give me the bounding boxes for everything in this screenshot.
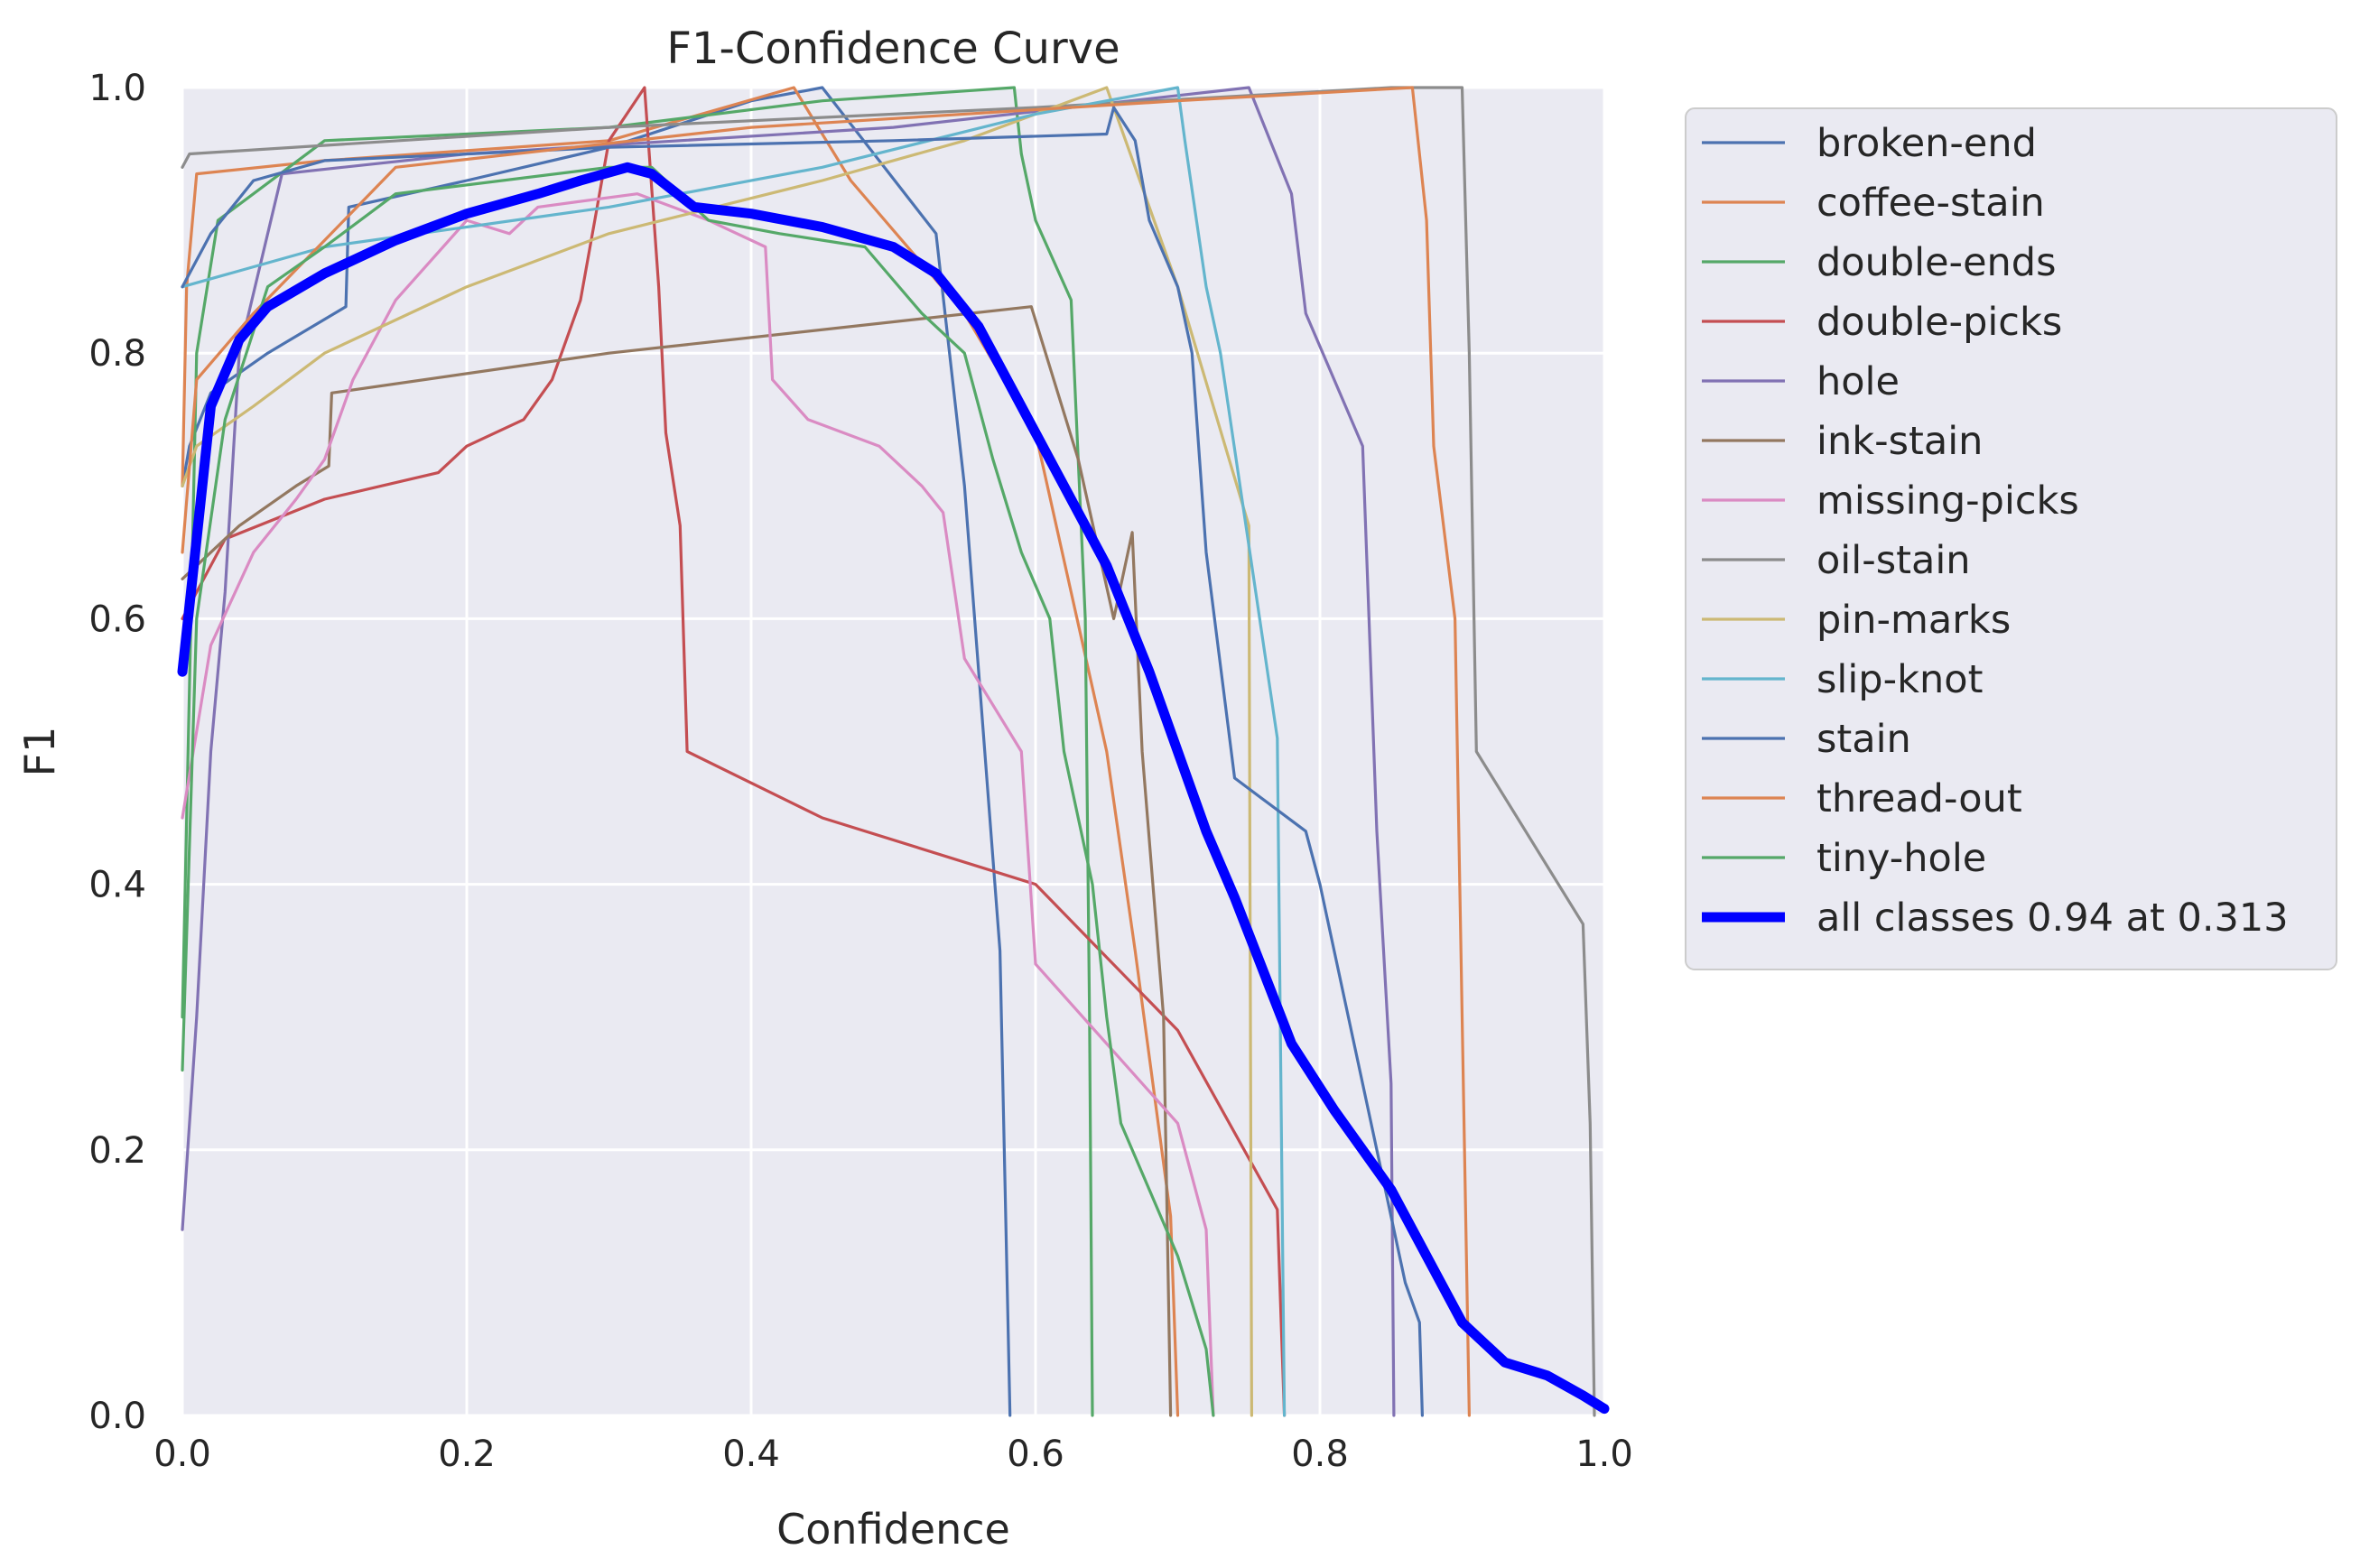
series-line-ink-stain bbox=[181, 305, 1173, 1417]
x-tick-label: 1.0 bbox=[1575, 1433, 1633, 1475]
series-line-stain bbox=[181, 106, 1424, 1417]
y-tick-label: 0.2 bbox=[88, 1130, 146, 1172]
legend-label: missing-picks bbox=[1816, 478, 2079, 524]
series-line-slip-knot bbox=[181, 86, 1287, 1417]
legend-label: broken-end bbox=[1816, 121, 2037, 166]
y-tick-label: 0.4 bbox=[88, 865, 146, 906]
x-tick-label: 0.0 bbox=[153, 1433, 211, 1475]
series-line-double-ends bbox=[181, 86, 1094, 1417]
series-line-tiny-hole bbox=[181, 165, 1215, 1417]
chart-title: F1-Confidence Curve bbox=[666, 23, 1120, 74]
series-line-missing-picks bbox=[181, 192, 1215, 1417]
legend-label: pin-marks bbox=[1816, 598, 2011, 643]
x-tick-label: 0.4 bbox=[722, 1433, 780, 1475]
y-tick-label: 1.0 bbox=[88, 68, 146, 109]
series-line-thread-out bbox=[181, 86, 1471, 1417]
x-tick-label: 0.6 bbox=[1007, 1433, 1064, 1475]
legend-label: all classes 0.94 at 0.313 bbox=[1816, 895, 2289, 941]
series-line-double-picks bbox=[181, 86, 1287, 1417]
series-line-coffee-stain bbox=[181, 86, 1180, 1417]
legend-label: hole bbox=[1816, 359, 1900, 404]
x-tick-label: 0.8 bbox=[1291, 1433, 1349, 1475]
x-axis-ticks: 0.0 0.2 0.4 0.6 0.8 1.0 bbox=[153, 1433, 1633, 1475]
legend-label: oil-stain bbox=[1816, 538, 1971, 583]
y-tick-label: 0.6 bbox=[88, 598, 146, 640]
y-axis-title: F1 bbox=[15, 727, 64, 777]
legend-label: stain bbox=[1816, 717, 1911, 762]
legend-label: double-ends bbox=[1816, 240, 2056, 285]
legend-label: double-picks bbox=[1816, 300, 2062, 345]
legend-box bbox=[1685, 107, 2337, 970]
legend-label: ink-stain bbox=[1816, 419, 1983, 464]
legend: broken-end coffee-stain double-ends double-… bbox=[1685, 107, 2337, 970]
y-tick-label: 0.0 bbox=[88, 1396, 146, 1437]
y-tick-label: 0.8 bbox=[88, 333, 146, 375]
series-line-hole bbox=[181, 86, 1396, 1417]
series-line-all-classes-0-94-at-0-313 bbox=[177, 162, 1610, 1415]
x-tick-label: 0.2 bbox=[438, 1433, 496, 1475]
series-line-oil-stain bbox=[181, 86, 1596, 1417]
legend-label: slip-knot bbox=[1816, 657, 1983, 702]
y-axis-ticks: 0.0 0.2 0.4 0.6 0.8 1.0 bbox=[88, 68, 146, 1437]
legend-label: tiny-hole bbox=[1816, 836, 1986, 881]
legend-label: coffee-stain bbox=[1816, 181, 2045, 226]
legend-label: thread-out bbox=[1816, 776, 2022, 821]
series-lines bbox=[177, 86, 1610, 1417]
x-axis-title: Confidence bbox=[776, 1505, 1010, 1554]
